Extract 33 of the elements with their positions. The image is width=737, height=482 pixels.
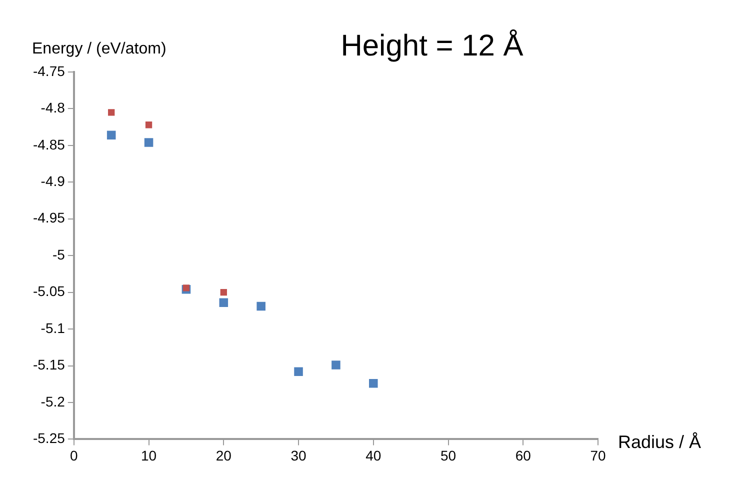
x-tick-label: 40 xyxy=(366,447,382,464)
point xyxy=(106,130,116,140)
x-tick-label: 30 xyxy=(290,447,307,464)
y-tick-label: -4.75 xyxy=(32,62,66,79)
point xyxy=(256,302,266,311)
x-tick-label: 20 xyxy=(216,447,232,464)
point xyxy=(144,138,154,147)
point xyxy=(219,298,228,307)
x-tick-label: 70 xyxy=(590,447,606,464)
point xyxy=(369,378,378,388)
y-tick-label: -4.8 xyxy=(40,100,66,116)
point xyxy=(332,360,340,370)
x-tick-label: 10 xyxy=(140,447,157,464)
y-tick-label: -5.05 xyxy=(32,283,66,300)
y-tick-label: -5.1 xyxy=(40,320,66,336)
x-tick-label: 50 xyxy=(440,447,456,464)
point xyxy=(220,288,227,296)
y-tick-label: -4.9 xyxy=(40,173,66,190)
point xyxy=(182,284,190,292)
y-tick-label: -5.2 xyxy=(40,393,66,410)
point xyxy=(108,109,115,116)
y-tick-label: -5 xyxy=(52,246,66,262)
y-axis-title: Energy / (eV/atom) xyxy=(32,40,166,58)
x-axis-title: Radius / Å xyxy=(618,432,702,452)
x-tick-label: 0 xyxy=(70,447,78,464)
point xyxy=(294,367,303,376)
x-tick-label: 60 xyxy=(515,447,532,464)
y-tick-label: -5.15 xyxy=(32,356,66,373)
point xyxy=(145,122,152,128)
chart-title: Height = 12 Å xyxy=(340,28,524,62)
y-tick-label: -4.85 xyxy=(32,136,66,152)
y-tick-label: -4.95 xyxy=(32,210,66,226)
y-tick-label: -5.25 xyxy=(32,430,66,446)
